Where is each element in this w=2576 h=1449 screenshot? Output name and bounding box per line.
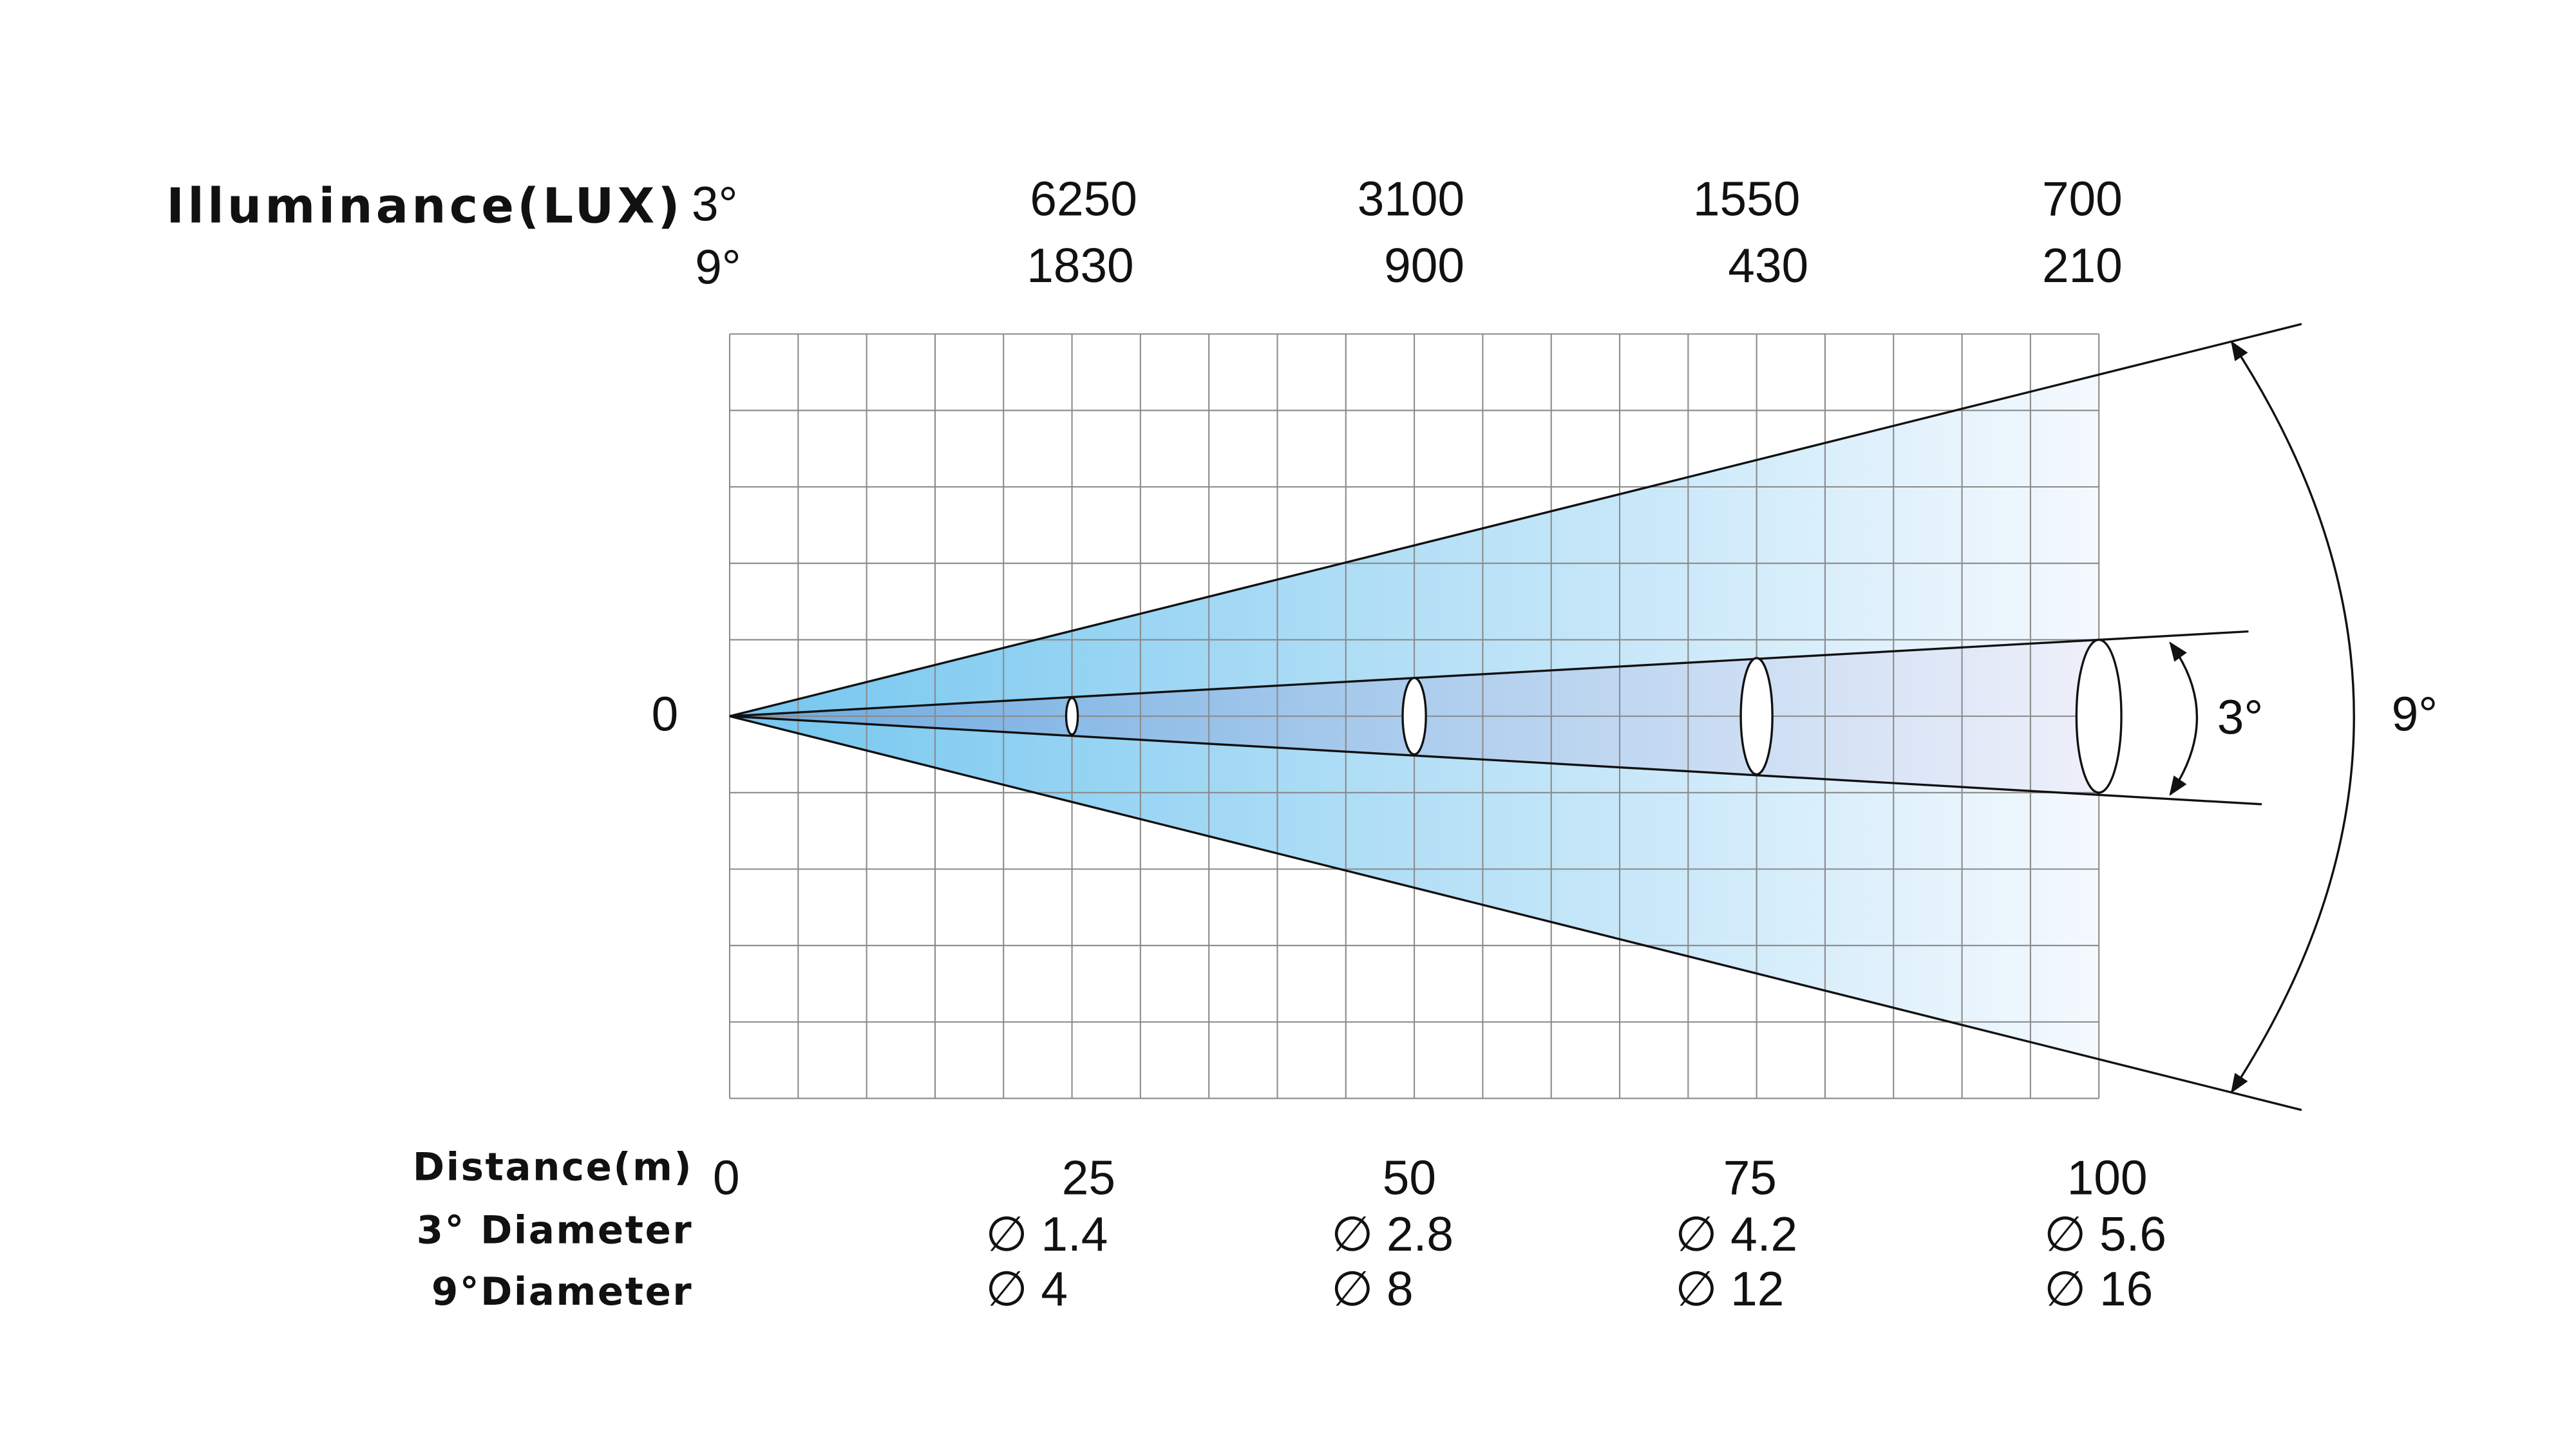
lux-value: 900: [1384, 238, 1464, 292]
angle-label: 9°: [2392, 687, 2438, 741]
distance: 25: [1062, 1150, 1115, 1204]
title: Illuminance(LUX): [166, 178, 683, 234]
lux-value: 210: [2042, 238, 2123, 292]
origin-label: 0: [652, 687, 679, 741]
beam-label: 9°: [695, 240, 741, 294]
diameter: ∅ 12: [1675, 1262, 1784, 1316]
diameter: ∅ 4.2: [1675, 1207, 1797, 1261]
lux-value: 3100: [1358, 172, 1464, 226]
lux-value: 1550: [1693, 172, 1800, 226]
lux-value: 430: [1728, 238, 1808, 292]
angle-label: 3°: [2217, 690, 2264, 744]
diameter: ∅ 1.4: [985, 1207, 1108, 1261]
row-label: 3° Diameter: [417, 1208, 694, 1253]
lux-value: 700: [2042, 172, 2123, 226]
beam-lines: [729, 323, 2355, 1112]
distance: 50: [1383, 1150, 1436, 1204]
diameter: ∅ 2.8: [1331, 1207, 1454, 1261]
lux-value: 6250: [1030, 172, 1137, 226]
lux-value: 1830: [1027, 238, 1133, 292]
diameter: ∅ 16: [2044, 1262, 2153, 1316]
diameter: ∅ 5.6: [2044, 1207, 2166, 1261]
distance: 100: [2067, 1150, 2148, 1204]
beam-label: 3°: [692, 176, 738, 231]
diameter: ∅ 4: [985, 1262, 1068, 1316]
row-label: 9°Diameter: [431, 1269, 693, 1314]
diameter: ∅ 8: [1331, 1262, 1414, 1316]
row-label: Distance(m): [413, 1145, 693, 1189]
distance: 75: [1723, 1150, 1777, 1204]
distance: 0: [713, 1150, 740, 1204]
